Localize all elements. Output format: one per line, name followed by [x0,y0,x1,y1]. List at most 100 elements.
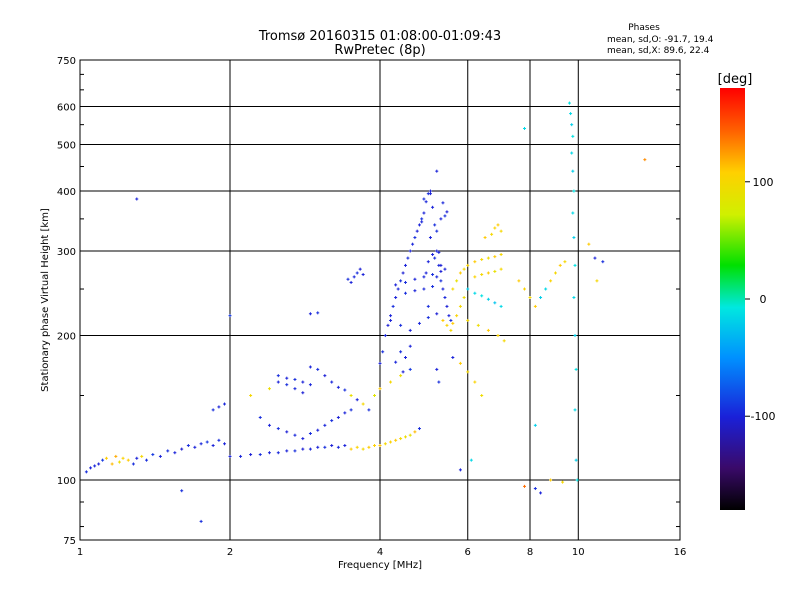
data-point [349,280,353,284]
data-point [217,405,221,409]
data-point [424,271,428,275]
data-point [426,260,430,264]
data-point [415,229,419,233]
data-point [285,449,289,453]
data-point [408,367,412,371]
data-point [166,449,170,453]
data-point [355,398,359,402]
data-point [135,197,139,201]
data-point [135,456,139,460]
data-point [443,296,447,300]
data-point [439,263,443,267]
data-point [408,249,412,253]
data-point [480,273,484,277]
colorbar-ticks: 100 0 -100 [745,176,775,423]
data-point [558,263,562,267]
data-point [239,454,243,458]
data-point [343,388,347,392]
data-point [267,423,271,427]
data-point [394,360,398,364]
data-point [417,321,421,325]
data-point [308,383,312,387]
data-point [343,411,347,415]
data-point [439,217,443,221]
data-point [443,267,447,271]
phases-heading: Phases [628,23,660,33]
data-point [355,445,359,449]
data-point [401,271,405,275]
data-point [308,365,312,369]
data-point [301,447,305,451]
data-point [403,435,407,439]
data-point [570,151,574,155]
data-point [399,350,403,354]
data-point [114,454,118,458]
data-point [496,334,500,338]
data-point [437,263,441,267]
data-point [573,263,577,267]
data-point [386,323,390,327]
chart-title-line1: Tromsø 20160315 01:08:00-01:09:43 [258,29,501,44]
x-tick-label: 8 [527,547,533,558]
data-point [361,273,365,277]
data-point [211,408,215,412]
data-point [394,283,398,287]
data-point [308,312,312,316]
data-point [544,287,548,291]
data-point [117,460,121,464]
data-point [101,458,105,462]
data-point [431,273,435,277]
data-point [383,334,387,338]
y-axis-ticks: 75 100 200 300 400 500 600 750 [57,56,680,547]
data-point [486,328,490,332]
x-tick-label: 1 [77,547,83,558]
data-point [316,311,320,315]
phases-mean-o: mean, sd,O: -91.7, 19.4 [607,35,714,45]
data-point [431,253,435,257]
data-point [396,287,400,291]
data-point [473,380,477,384]
data-point [316,367,320,371]
data-point [258,453,262,457]
data-point [573,408,577,412]
data-point [140,454,144,458]
data-point [449,318,453,322]
colorbar-tick-label: -100 [751,410,776,423]
y-tick-label: 200 [57,332,76,343]
data-point [403,263,407,267]
data-point [437,380,441,384]
plot-area: 1 2 4 6 8 10 16 75 100 200 300 400 500 600 750 [57,56,686,558]
data-point [539,491,543,495]
data-point [285,383,289,387]
data-point [643,158,647,162]
data-point [211,444,215,448]
data-point [466,263,470,267]
y-axis-label: Stationary phase Virtual Height [km] [40,208,51,392]
y-tick-label: 300 [57,247,76,258]
data-point [352,275,356,279]
data-point [413,277,417,281]
data-point [145,458,149,462]
colorbar [720,88,745,510]
data-point [199,519,203,523]
data-point [267,387,271,391]
data-point [411,242,415,246]
data-point [381,350,385,354]
data-point [422,211,426,215]
data-point [417,427,421,431]
y-tick-label: 75 [63,536,76,547]
data-point [276,374,280,378]
data-point [378,387,382,391]
data-point [408,328,412,332]
data-point [330,380,334,384]
data-point [336,415,340,419]
data-point [426,316,430,320]
data-point [399,279,403,283]
data-point [126,458,130,462]
data-point [389,440,393,444]
data-point [449,328,453,332]
data-point [441,287,445,291]
data-point [93,464,97,468]
data-point [572,236,576,240]
